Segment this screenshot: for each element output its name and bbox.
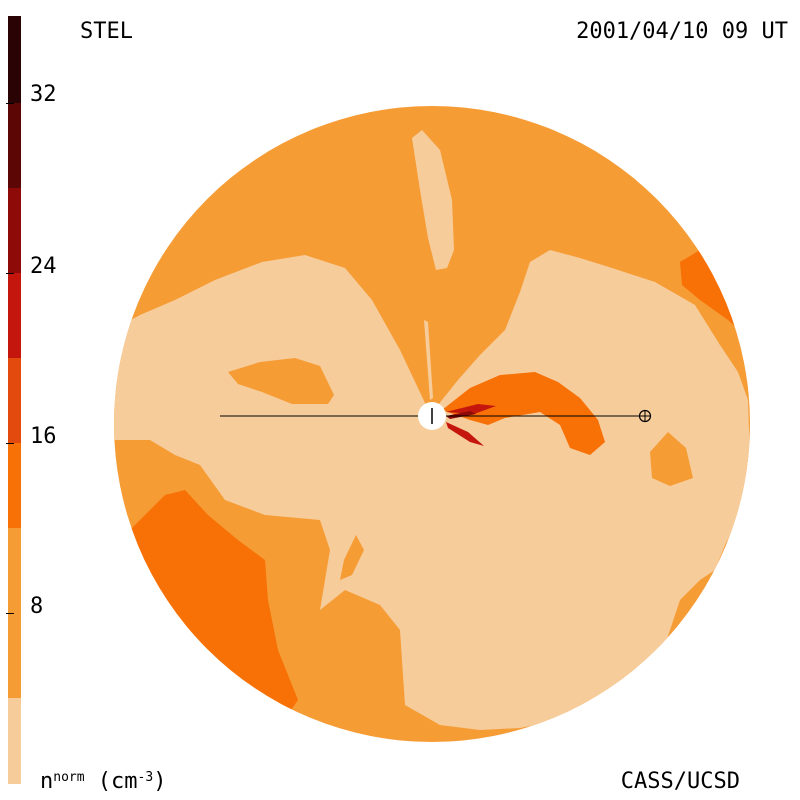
colorbar-tick-mark-16 — [6, 443, 14, 444]
unit-rest: (cm — [84, 769, 138, 794]
colorbar-tick-label-16: 16 — [30, 424, 57, 449]
plume-north — [412, 130, 454, 270]
unit-close: ) — [153, 769, 167, 794]
jet-core — [446, 411, 476, 419]
island-left — [228, 358, 334, 404]
colorbar-segment-6 — [8, 103, 21, 188]
credit-label: CASS/UCSD — [620, 769, 740, 794]
colorbar-segment-1 — [8, 528, 21, 698]
observatory-label: STEL — [80, 19, 133, 44]
unit-base: n — [40, 769, 54, 794]
unit-label: nnorm (cm-3) — [40, 770, 166, 794]
colorbar-tick-mark-24 — [6, 273, 14, 274]
timestamp-label: 2001/04/10 09 UT — [576, 19, 788, 44]
colorbar-segment-3 — [8, 358, 21, 443]
jet-east-upper — [446, 404, 496, 414]
streamer-north — [424, 320, 433, 400]
colorbar-segment-4 — [8, 273, 21, 358]
island-small-center — [498, 452, 510, 468]
colorbar-tick-label-32: 32 — [30, 82, 57, 107]
elevated-region-center — [442, 372, 605, 455]
island-small-lower — [340, 535, 364, 580]
colorbar-tick-mark-32 — [6, 103, 14, 104]
colorbar-segment-5 — [8, 188, 21, 273]
colorbar-segment-2 — [8, 443, 21, 528]
jet-east-lower — [446, 422, 484, 446]
unit-sup: norm — [53, 770, 85, 785]
island-right — [650, 432, 693, 486]
unit-exp: -3 — [137, 770, 154, 785]
colorbar-segment-7 — [8, 16, 21, 103]
colorbar-segment-0 — [8, 698, 21, 784]
colorbar-tick-label-24: 24 — [30, 254, 57, 279]
colorbar-tick-label-8: 8 — [30, 594, 44, 619]
colorbar-tick-mark-8 — [6, 613, 14, 614]
